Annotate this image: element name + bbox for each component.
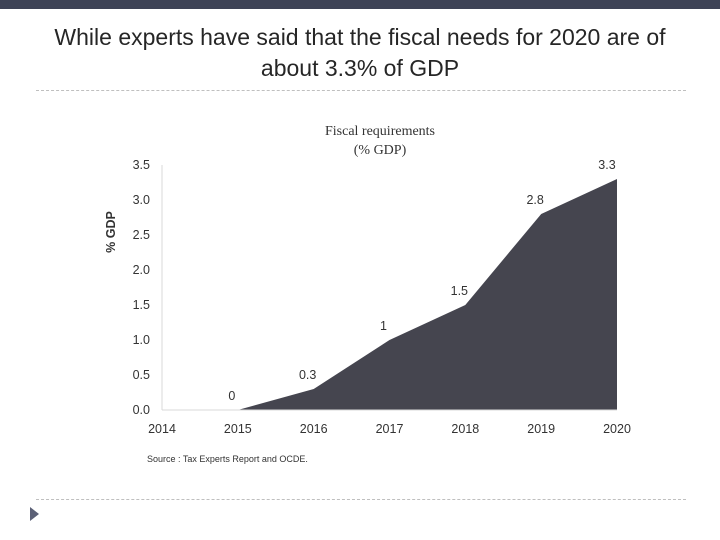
bullet-arrow-icon: [30, 507, 39, 521]
data-label: 0: [228, 389, 235, 403]
data-label: 0.3: [299, 368, 316, 382]
y-tick-label: 3.0: [133, 193, 150, 207]
series-area: [162, 179, 617, 410]
title-divider: [36, 90, 686, 91]
source-note: Source : Tax Experts Report and OCDE.: [147, 454, 308, 464]
top-accent-bar: [0, 0, 720, 9]
chart-title-line: Fiscal requirements: [325, 124, 435, 139]
data-labels: 0 0.3 1 1.5 2.8 3.3: [228, 158, 615, 403]
y-tick-label: 2.0: [133, 263, 150, 277]
x-tick-label: 2014: [148, 422, 176, 436]
x-tick-label: 2020: [603, 422, 631, 436]
x-tick-label: 2019: [527, 422, 555, 436]
y-tick-label: 2.5: [133, 228, 150, 242]
y-tick-labels: 0.0 0.5 1.0 1.5 2.0 2.5 3.0 3.5: [133, 158, 150, 417]
data-label: 1: [380, 319, 387, 333]
data-label: 1.5: [451, 284, 468, 298]
axis-layer: [161, 165, 617, 411]
x-tick-label: 2018: [451, 422, 479, 436]
slide-title: While experts have said that the fiscal …: [54, 24, 666, 81]
y-tick-label: 1.0: [133, 333, 150, 347]
y-tick-label: 1.5: [133, 298, 150, 312]
x-tick-labels: 2014 2015 2016 2017 2018 2019 2020: [148, 422, 631, 436]
x-tick-label: 2017: [376, 422, 404, 436]
chart-title: Fiscal requirements (% GDP): [325, 124, 435, 158]
y-axis-label: % GDP: [104, 211, 118, 253]
footer-divider: [36, 499, 686, 500]
x-tick-label: 2015: [224, 422, 252, 436]
y-tick-label: 0.0: [133, 403, 150, 417]
data-label: 3.3: [598, 158, 615, 172]
y-tick-label: 0.5: [133, 368, 150, 382]
chart-title-line: (% GDP): [354, 143, 407, 158]
y-tick-label: 3.5: [133, 158, 150, 172]
area-layer: [162, 179, 617, 410]
x-tick-label: 2016: [300, 422, 328, 436]
data-label: 2.8: [526, 193, 543, 207]
